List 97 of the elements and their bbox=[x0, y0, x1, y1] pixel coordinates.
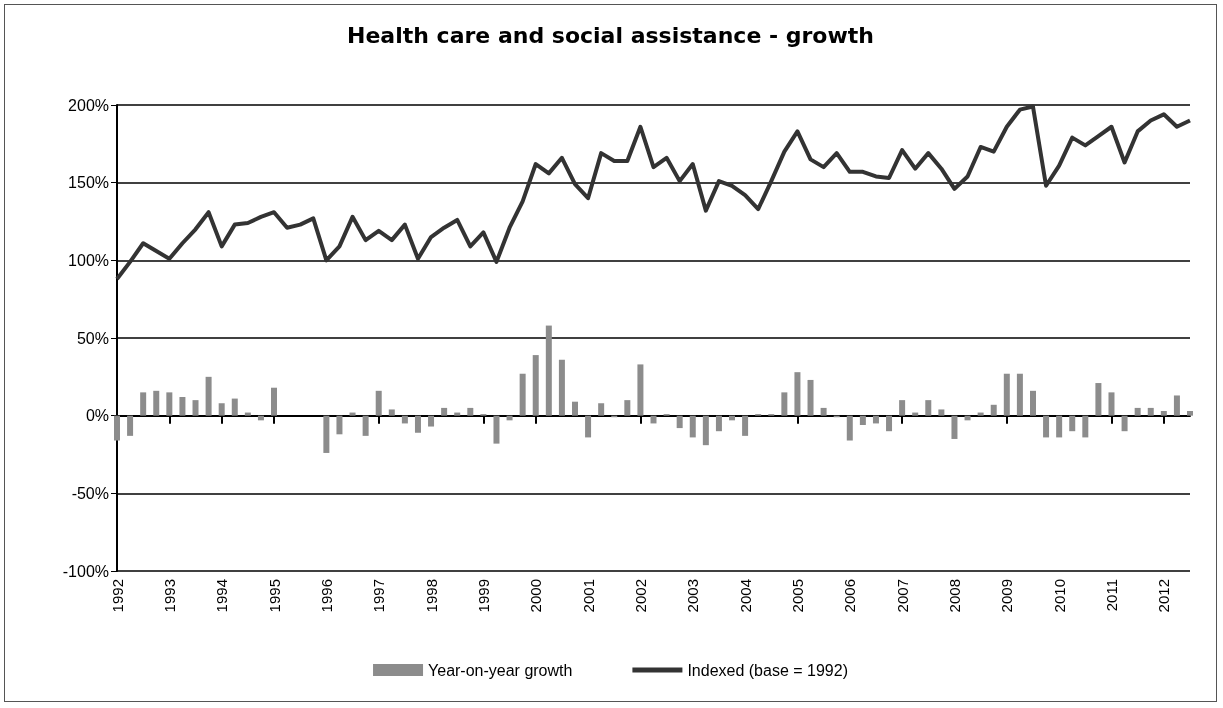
chart-title: Health care and social assistance - growth bbox=[347, 22, 874, 48]
bar bbox=[702, 415, 709, 446]
bar bbox=[192, 400, 199, 416]
bar bbox=[1003, 373, 1010, 416]
bar bbox=[467, 407, 474, 416]
bar bbox=[349, 412, 356, 416]
legend-label: Year-on-year growth bbox=[428, 661, 573, 679]
bar bbox=[114, 415, 120, 441]
bar bbox=[1095, 383, 1102, 416]
bar bbox=[1082, 415, 1089, 438]
bar bbox=[1147, 407, 1154, 416]
bar bbox=[977, 412, 984, 416]
y-tick-label: 50% bbox=[76, 329, 109, 347]
bar bbox=[598, 403, 605, 416]
bar bbox=[414, 415, 421, 433]
bar bbox=[899, 400, 906, 416]
y-tick-label: -50% bbox=[71, 484, 109, 502]
x-tick-label: 1993 bbox=[160, 579, 178, 613]
bar bbox=[545, 325, 552, 416]
bar bbox=[493, 415, 500, 444]
bar bbox=[1134, 407, 1141, 416]
bar bbox=[336, 415, 343, 435]
y-tick-label: 200% bbox=[68, 96, 109, 114]
y-tick-label: 100% bbox=[68, 251, 109, 269]
bar bbox=[1056, 415, 1063, 438]
x-tick-label: 2011 bbox=[1102, 579, 1120, 612]
bar bbox=[271, 387, 278, 416]
bar bbox=[807, 379, 814, 416]
bar bbox=[166, 392, 173, 416]
bar bbox=[938, 409, 945, 416]
bar bbox=[127, 415, 134, 436]
bar bbox=[388, 409, 395, 416]
x-tick-label: 2001 bbox=[579, 579, 597, 613]
bar bbox=[781, 392, 788, 416]
x-tick-label: 2010 bbox=[1050, 579, 1068, 613]
bar bbox=[153, 390, 160, 416]
bar bbox=[244, 412, 251, 416]
x-tick-label: 1999 bbox=[474, 579, 492, 613]
bar bbox=[742, 415, 749, 436]
bar bbox=[205, 376, 212, 416]
x-tick-label: 2009 bbox=[998, 579, 1016, 613]
bar bbox=[362, 415, 369, 436]
x-tick-label: 1995 bbox=[265, 579, 283, 613]
x-tick-label: 2002 bbox=[631, 579, 649, 613]
bar bbox=[1069, 415, 1076, 432]
bar bbox=[689, 415, 696, 438]
bar bbox=[820, 407, 827, 416]
x-tick-label: 1996 bbox=[317, 579, 335, 613]
bar bbox=[532, 355, 539, 416]
bar bbox=[231, 398, 238, 416]
bar bbox=[1187, 411, 1193, 416]
bar bbox=[951, 415, 958, 439]
y-tick-label: -100% bbox=[62, 562, 109, 580]
bar bbox=[140, 392, 147, 416]
bar bbox=[1043, 415, 1050, 438]
bar bbox=[585, 415, 592, 438]
x-tick-label: 2003 bbox=[684, 579, 702, 613]
bar bbox=[624, 400, 631, 416]
bar bbox=[1121, 415, 1128, 432]
x-tick-label: 2012 bbox=[1155, 579, 1173, 613]
y-tick-label: 150% bbox=[68, 174, 109, 192]
x-tick-label: 1992 bbox=[108, 579, 126, 613]
x-tick-label: 1998 bbox=[422, 579, 440, 613]
x-tick-label: 2005 bbox=[788, 579, 806, 613]
bar bbox=[179, 397, 186, 416]
x-tick-label: 1994 bbox=[213, 579, 231, 613]
bar bbox=[715, 415, 722, 432]
bar bbox=[1016, 373, 1023, 416]
x-tick-label: 2004 bbox=[736, 579, 754, 613]
bar bbox=[1160, 411, 1167, 416]
bar bbox=[859, 415, 866, 425]
bar bbox=[441, 407, 448, 416]
bar bbox=[1029, 390, 1036, 416]
bar bbox=[912, 412, 919, 416]
bar bbox=[990, 404, 997, 416]
legend-label: Indexed (base = 1992) bbox=[687, 661, 848, 679]
y-tick-label: 0% bbox=[85, 407, 109, 425]
bar bbox=[454, 412, 461, 416]
bar bbox=[886, 415, 893, 432]
bar bbox=[375, 390, 382, 416]
x-tick-label: 2008 bbox=[945, 579, 963, 613]
x-tick-label: 2007 bbox=[893, 579, 911, 613]
bar bbox=[846, 415, 853, 441]
x-tick-label: 2006 bbox=[841, 579, 859, 613]
bar bbox=[218, 403, 225, 416]
bar bbox=[676, 415, 683, 429]
bar bbox=[571, 401, 578, 416]
bar bbox=[925, 400, 932, 416]
bar bbox=[323, 415, 330, 453]
bar bbox=[558, 359, 565, 416]
bar bbox=[1108, 392, 1115, 416]
bar bbox=[794, 372, 801, 416]
bar bbox=[519, 373, 526, 416]
bar bbox=[637, 364, 644, 416]
x-tick-label: 2000 bbox=[527, 579, 545, 613]
x-tick-label: 1997 bbox=[370, 579, 388, 613]
bar bbox=[1173, 395, 1180, 416]
